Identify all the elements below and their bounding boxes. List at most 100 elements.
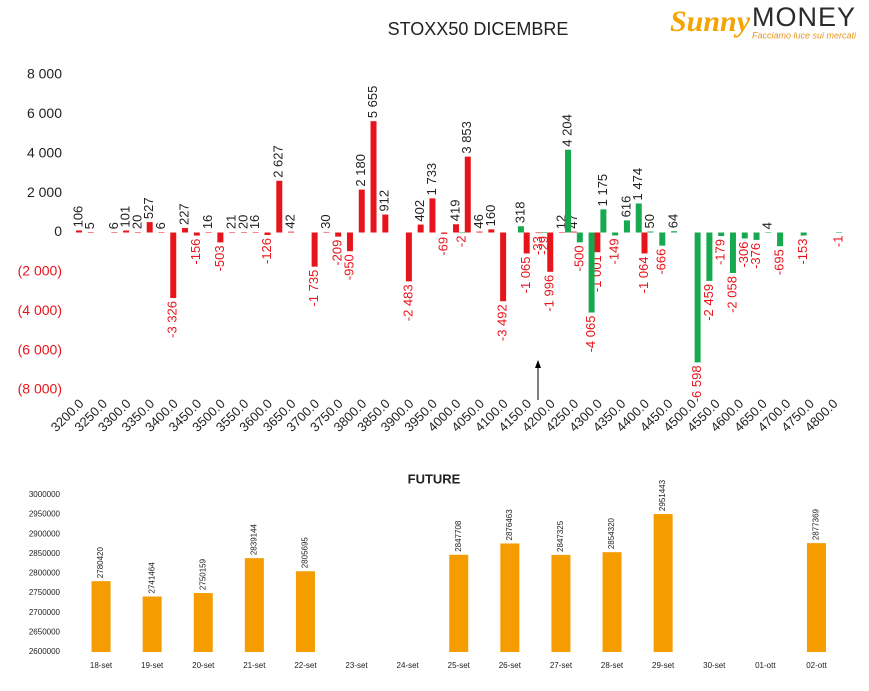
y-tick-label: 2 000 — [27, 184, 62, 200]
data-label: 419 — [447, 200, 462, 222]
data-label: 16 — [200, 215, 215, 229]
annotation-arrowhead — [535, 360, 541, 368]
bar — [653, 514, 673, 652]
data-label: -950 — [341, 254, 356, 280]
y-tick-label: 2600000 — [29, 647, 61, 656]
data-label: -2 459 — [701, 284, 716, 321]
data-label: 2805695 — [301, 537, 310, 569]
bar — [741, 232, 748, 239]
data-label: -3 326 — [165, 301, 180, 338]
bar — [600, 209, 607, 233]
bar — [635, 203, 642, 233]
x-tick-label: 01-ott — [755, 661, 776, 670]
data-label: -69 — [436, 237, 451, 256]
data-label: 46 — [471, 214, 486, 228]
bar — [765, 232, 772, 233]
bar — [449, 554, 469, 652]
data-label: 5 655 — [365, 86, 380, 119]
bar — [229, 232, 236, 233]
bar — [429, 198, 436, 233]
bar — [706, 232, 713, 281]
y-tick-label: (8 000) — [18, 381, 62, 397]
data-label: 2877369 — [812, 508, 821, 540]
data-label: -1 064 — [636, 256, 651, 293]
bar — [800, 232, 807, 236]
data-label: -1 — [830, 236, 845, 248]
data-label: -179 — [713, 239, 728, 265]
data-label: -6 598 — [689, 365, 704, 402]
bar — [659, 232, 666, 246]
bar — [576, 232, 583, 243]
data-label: 2854320 — [607, 517, 616, 549]
data-label: 2 627 — [271, 145, 286, 178]
data-label: -153 — [795, 239, 810, 265]
data-label: 4 204 — [559, 114, 574, 147]
data-label: 318 — [512, 202, 527, 224]
chart-title: FUTURE — [408, 471, 461, 486]
data-label: 6 — [153, 222, 168, 229]
bar — [565, 149, 572, 233]
bar — [417, 224, 424, 233]
bar — [718, 232, 725, 237]
bar — [647, 231, 654, 233]
y-tick-label: (2 000) — [18, 263, 62, 279]
bar — [193, 232, 200, 236]
bar — [806, 543, 826, 652]
data-label: -2 483 — [400, 284, 415, 321]
data-label: -156 — [188, 239, 203, 265]
x-tick-label: 30-set — [703, 661, 726, 670]
x-tick-label: 27-set — [550, 661, 573, 670]
bar — [252, 232, 259, 233]
data-label: 2839144 — [249, 523, 258, 555]
bar — [641, 232, 648, 254]
logo-name: MONEY — [752, 2, 856, 32]
x-tick-label: 29-set — [652, 661, 675, 670]
x-tick-label: 18-set — [90, 661, 113, 670]
y-tick-label: 2700000 — [29, 608, 61, 617]
bar — [464, 156, 471, 233]
data-label: -209 — [330, 240, 345, 266]
bar — [182, 228, 189, 233]
y-tick-label: 2850000 — [29, 549, 61, 558]
data-label: 106 — [70, 206, 85, 228]
bar — [276, 180, 283, 233]
bar — [335, 232, 342, 237]
bar — [547, 232, 554, 272]
y-tick-label: 2750000 — [29, 588, 61, 597]
bar — [559, 232, 566, 233]
data-label: 2847325 — [556, 520, 565, 552]
x-tick-label: 26-set — [499, 661, 522, 670]
y-tick-label: 8 000 — [27, 66, 62, 82]
x-tick-label: 23-set — [345, 661, 368, 670]
data-label: -2 — [453, 236, 468, 248]
bar — [405, 232, 412, 282]
bar — [671, 231, 678, 233]
bar — [123, 230, 130, 233]
data-label: -1 065 — [518, 256, 533, 293]
y-tick-label: 2800000 — [29, 569, 61, 578]
y-tick-label: 4 000 — [27, 144, 62, 160]
data-label: -3 492 — [495, 304, 510, 341]
data-label: 1 474 — [630, 168, 645, 201]
bar — [623, 220, 630, 233]
bar — [453, 224, 459, 233]
data-label: -306 — [736, 242, 751, 268]
bar — [170, 232, 177, 298]
bar — [500, 232, 507, 302]
bar — [111, 232, 118, 233]
bar — [264, 232, 271, 235]
data-label: -1 735 — [306, 270, 321, 307]
data-label: 912 — [377, 190, 392, 212]
bar — [594, 232, 601, 253]
data-label: -503 — [212, 245, 227, 271]
bar — [836, 232, 842, 233]
bar — [76, 230, 82, 233]
data-label: 50 — [642, 214, 657, 228]
data-label: 3 853 — [459, 121, 474, 154]
y-tick-label: 2900000 — [29, 529, 61, 538]
data-label: -666 — [654, 249, 669, 275]
x-tick-label: 19-set — [141, 661, 164, 670]
data-label: 5 — [82, 222, 97, 229]
y-tick-label: 3000000 — [29, 490, 61, 499]
